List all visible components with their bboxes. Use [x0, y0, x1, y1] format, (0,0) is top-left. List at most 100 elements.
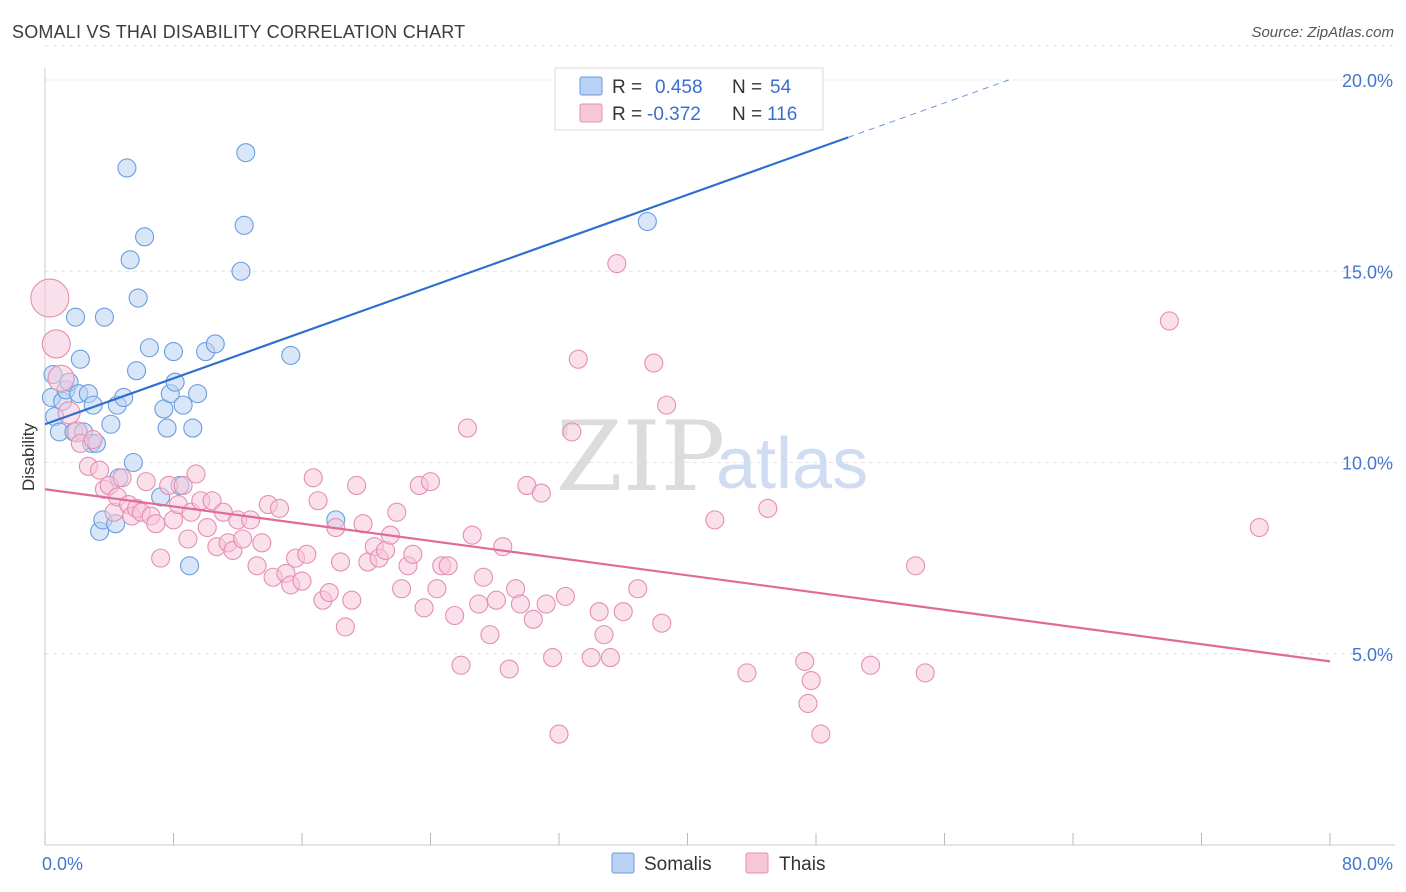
thais-point-28	[186, 464, 206, 484]
thais-point-40	[252, 533, 272, 553]
thais-point-100	[613, 602, 633, 622]
somalis-point-47	[281, 345, 301, 365]
thais-point-92	[555, 586, 575, 606]
somalis-trend-line	[44, 136, 849, 426]
thais-point-104	[657, 395, 677, 415]
data-points	[30, 97, 1269, 744]
somalis-point-27	[127, 361, 147, 381]
legend-r-value-thais: -0.372	[647, 104, 701, 125]
thais-point-65	[392, 579, 412, 599]
thais-point-101	[628, 579, 648, 599]
thais-point-90	[543, 648, 563, 668]
thais-point-73	[438, 556, 458, 576]
thais-point-85	[510, 594, 531, 614]
thais-point-97	[594, 625, 614, 645]
thais-point-25	[173, 475, 193, 496]
thais-point-115	[1159, 311, 1179, 331]
x-tick-label-1: 80.0%	[1342, 854, 1393, 874]
thais-point-20	[146, 514, 166, 534]
watermark: ZIP atlas	[556, 401, 868, 513]
tick-labels: 5.0% 10.0% 15.0% 20.0% 0.0% 80.0%	[42, 71, 1393, 874]
x-tick-label-0: 0.0%	[42, 854, 83, 874]
y-axis-label: Disability	[19, 422, 38, 491]
thais-point-21	[151, 548, 171, 568]
thais-point-49	[303, 468, 323, 488]
thais-point-52	[319, 582, 339, 603]
thais-point-95	[581, 648, 601, 668]
thais-point-83	[499, 659, 519, 679]
thais-point-2	[47, 364, 75, 392]
somalis-point-18	[94, 307, 114, 327]
thais-point-56	[342, 590, 362, 610]
thais-point-108	[795, 651, 815, 671]
thais-point-103	[652, 613, 672, 633]
y-tick-label-3: 20.0%	[1342, 71, 1393, 91]
thais-point-88	[531, 483, 551, 503]
thais-point-70	[420, 472, 441, 492]
thais-point-39	[247, 556, 267, 576]
thais-point-91	[549, 724, 569, 744]
somalis-point-30	[139, 338, 159, 358]
somalis-point-35	[163, 342, 184, 362]
somalis-point-28	[128, 288, 148, 308]
legend-swatch-somalis-bottom	[611, 852, 635, 874]
watermark-atlas: atlas	[716, 424, 868, 504]
thais-point-8	[90, 460, 110, 480]
thais-point-93	[562, 422, 582, 442]
thais-point-48	[297, 544, 317, 564]
somalis-point-33	[157, 418, 177, 438]
thais-point-116	[1249, 517, 1269, 538]
somalis-point-10	[70, 349, 90, 369]
y-tick-label-0: 5.0%	[1352, 645, 1393, 665]
thais-point-7	[83, 429, 103, 450]
thais-point-37	[233, 529, 253, 549]
thais-point-47	[292, 571, 312, 591]
thais-point-13	[112, 468, 132, 488]
thais-point-82	[493, 537, 513, 557]
thais-point-79	[473, 567, 494, 587]
thais-point-111	[811, 724, 831, 744]
legend-n-value-somalis: 54	[770, 77, 792, 98]
thais-point-30	[197, 517, 217, 538]
legend-r-label-thais: R =	[612, 104, 642, 125]
somalis-point-49	[637, 211, 657, 232]
thais-point-0	[30, 278, 70, 318]
legend-n-value-thais: 116	[767, 104, 797, 125]
legend-series: Somalis Thais	[611, 852, 825, 875]
thais-trend-line	[44, 488, 1331, 663]
legend-n-label-thais: N =	[732, 104, 762, 125]
somalis-point-40	[183, 418, 203, 438]
somalis-point-38	[173, 395, 193, 415]
legend-n-label-somalis: N =	[732, 77, 762, 98]
legend-name-somalis: Somalis	[644, 854, 712, 875]
somalis-trend-extension	[847, 79, 1009, 138]
thais-point-94	[568, 349, 588, 369]
legend-swatch-somalis	[579, 76, 603, 96]
somalis-point-45	[234, 215, 254, 235]
thais-point-114	[915, 663, 935, 683]
somalis-point-29	[135, 227, 155, 247]
somalis-point-26	[123, 452, 143, 473]
somalis-point-19	[101, 414, 121, 434]
thais-point-112	[861, 655, 881, 675]
legend-name-thais: Thais	[779, 854, 825, 875]
thais-point-107	[758, 498, 778, 518]
thais-point-54	[330, 552, 351, 572]
somalis-point-25	[120, 250, 140, 270]
somalis-point-23	[114, 387, 134, 408]
thais-point-71	[427, 579, 447, 599]
legend-swatch-thais	[579, 103, 603, 123]
thais-point-113	[906, 556, 926, 576]
thais-point-102	[644, 353, 664, 373]
thais-point-74	[445, 605, 465, 626]
chart-title: SOMALI VS THAI DISABILITY CORRELATION CH…	[12, 22, 466, 42]
thais-point-89	[536, 594, 556, 614]
thais-point-67	[403, 544, 423, 564]
thais-point-109	[798, 693, 818, 714]
thais-point-78	[469, 594, 489, 614]
legend-r-label-somalis: R =	[612, 77, 642, 98]
watermark-zip: ZIP	[556, 401, 725, 513]
somalis-point-41	[188, 384, 208, 404]
thais-point-43	[269, 498, 290, 518]
